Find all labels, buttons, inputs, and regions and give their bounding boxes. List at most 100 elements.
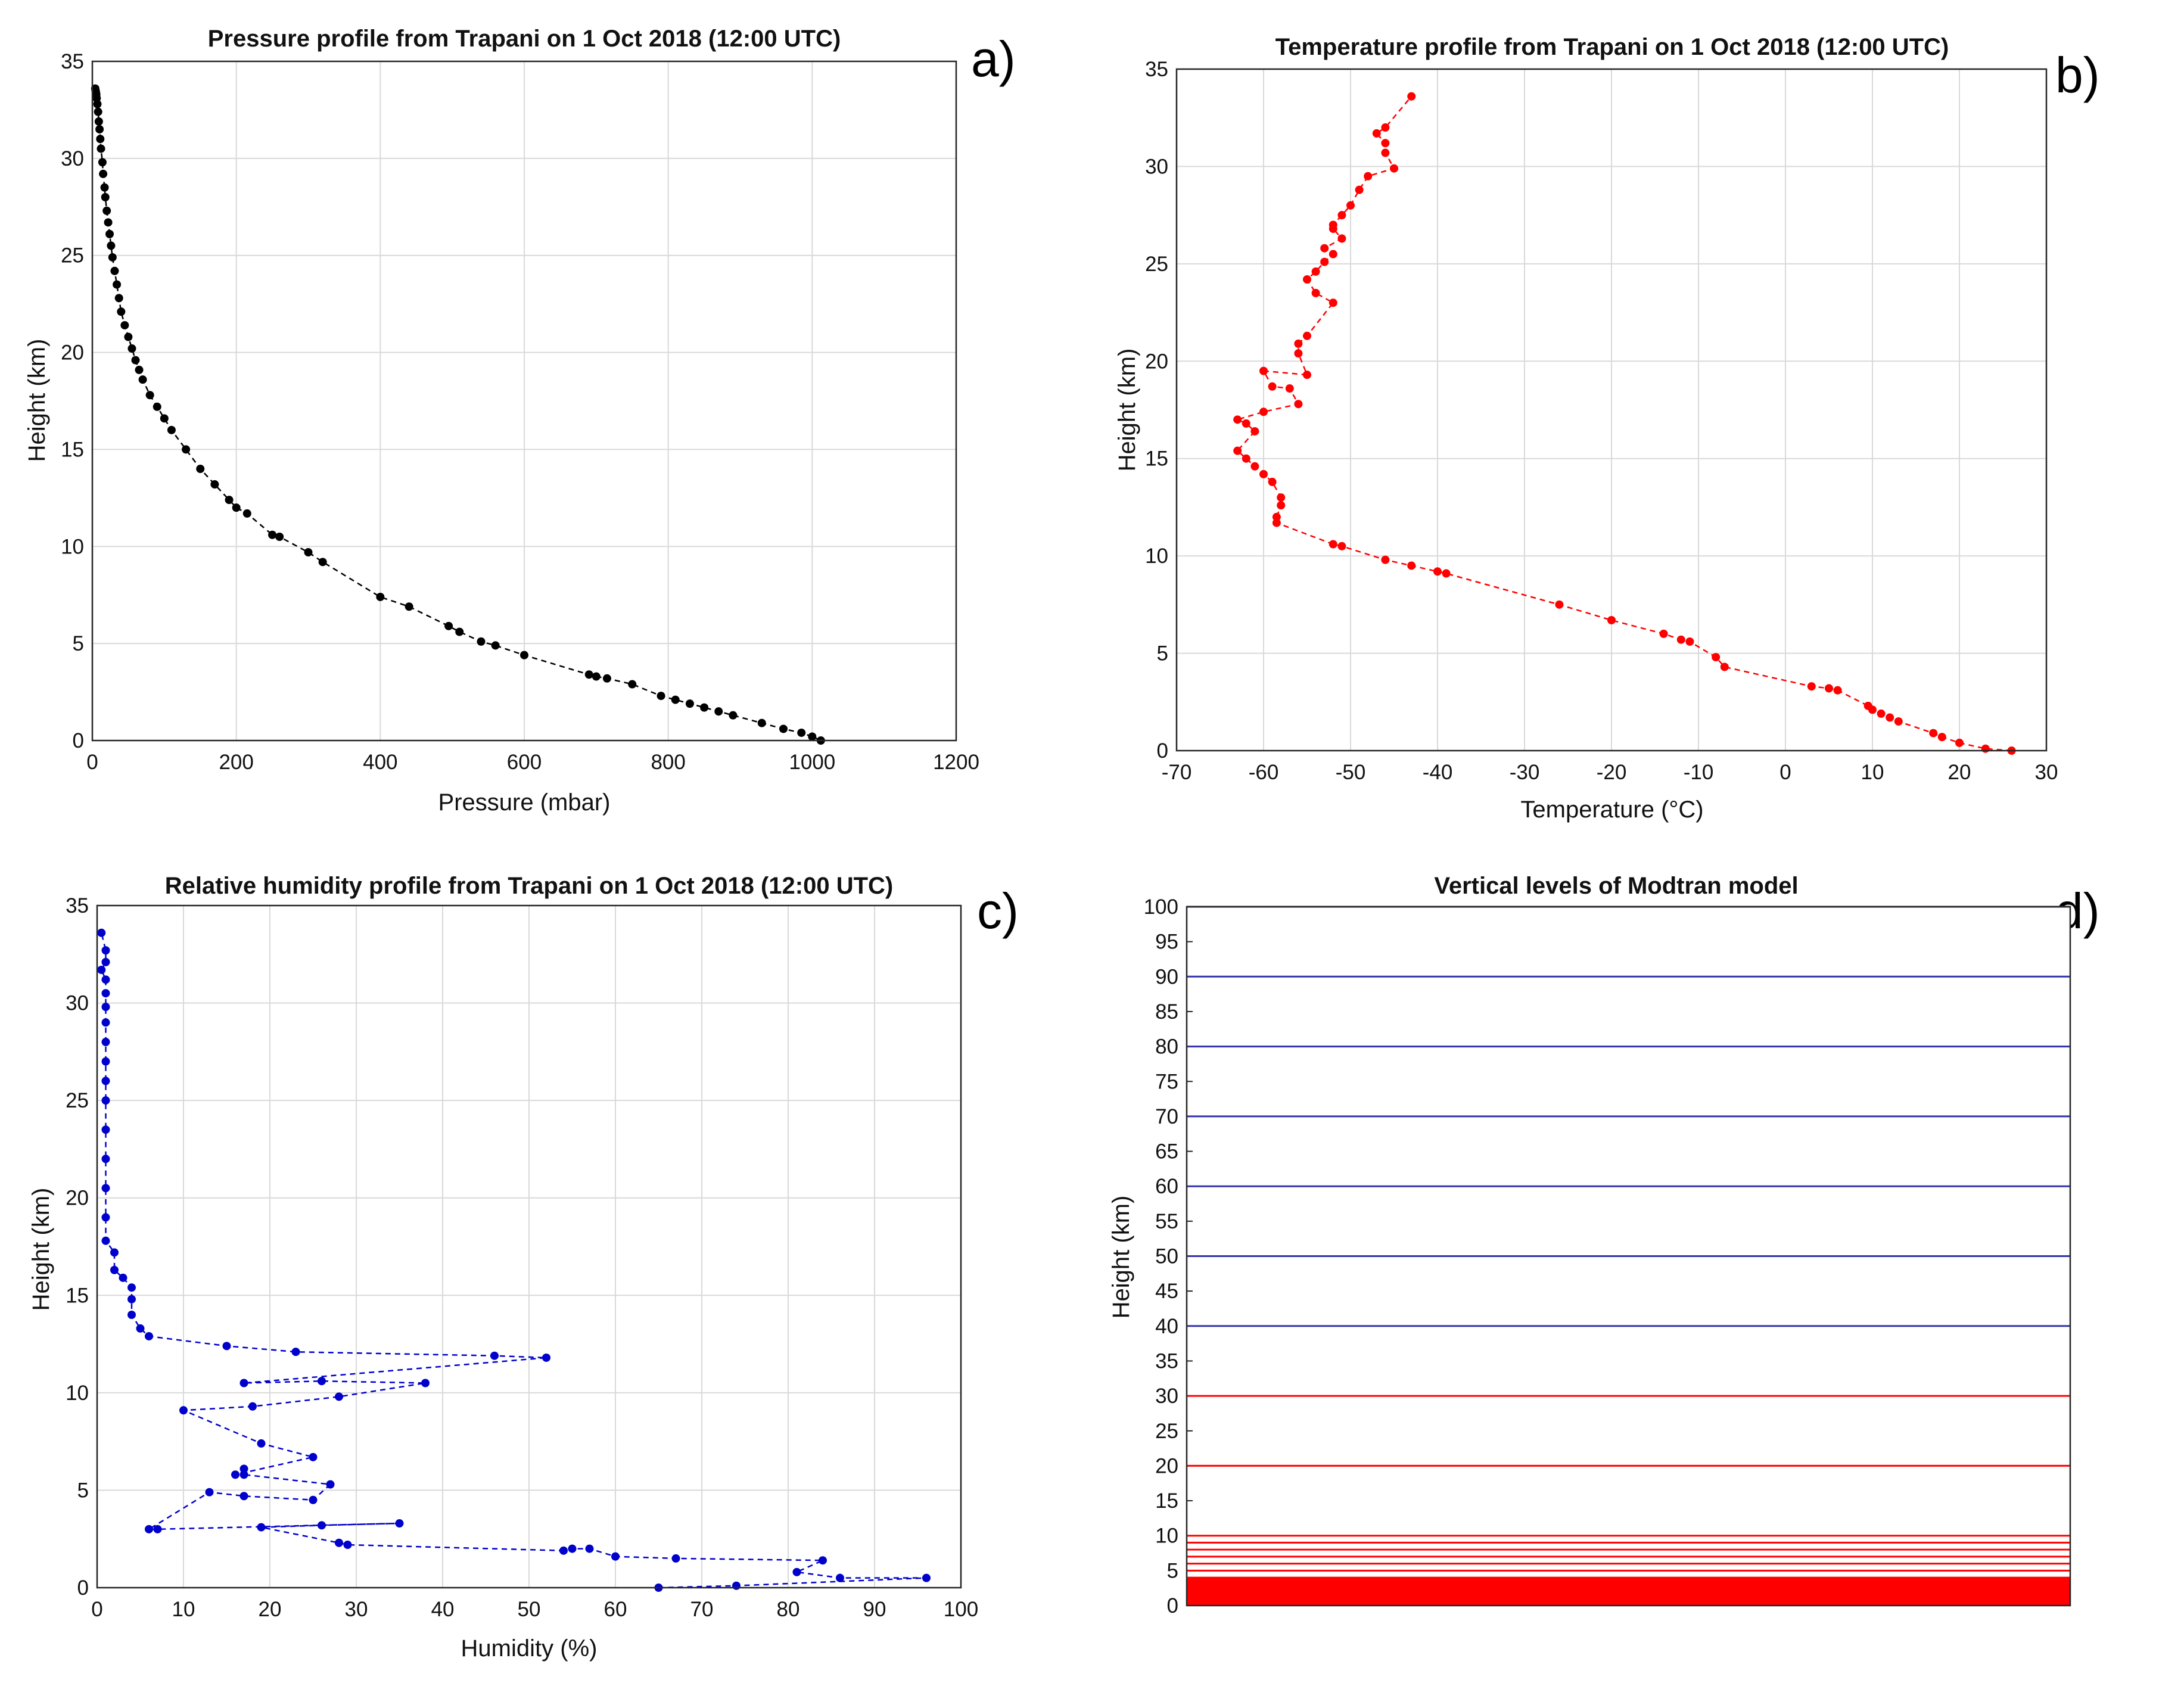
series-line <box>94 88 822 742</box>
y-tick-label: 0 <box>1167 1594 1178 1617</box>
panel-a: Pressure profile from Trapani on 1 Oct 2… <box>24 26 1016 816</box>
data-point <box>318 1521 326 1530</box>
data-point <box>309 1495 318 1504</box>
data-point <box>101 1184 110 1193</box>
data-point <box>318 1377 326 1386</box>
x-tick-label: 0 <box>86 751 98 774</box>
data-point <box>101 946 110 955</box>
y-tick-label: 50 <box>1155 1245 1178 1268</box>
x-tick-label: -50 <box>1336 761 1366 784</box>
data-point <box>732 1581 741 1590</box>
data-point <box>491 641 500 650</box>
y-tick-label: 20 <box>1155 1454 1178 1477</box>
y-tick-label: 35 <box>1155 1349 1178 1373</box>
data-point <box>1886 713 1894 722</box>
data-point <box>836 1573 844 1582</box>
data-point <box>421 1379 430 1388</box>
data-point <box>1294 339 1303 348</box>
data-point <box>101 1155 110 1164</box>
x-tick-label: 30 <box>2035 761 2058 784</box>
data-point <box>1242 454 1250 463</box>
data-point <box>1381 555 1390 564</box>
data-point <box>275 533 284 541</box>
data-point <box>1407 561 1416 570</box>
data-point <box>99 169 108 178</box>
x-tick-label: 90 <box>863 1598 886 1621</box>
data-point <box>1277 493 1286 502</box>
y-tick-label: 5 <box>77 1479 89 1502</box>
panel-d: Vertical levels of Modtran model d) 0510… <box>1108 873 2100 1617</box>
data-point <box>318 558 327 567</box>
data-point <box>97 928 106 937</box>
panel-a-xlabel: Pressure (mbar) <box>438 789 611 816</box>
data-point <box>1285 384 1294 393</box>
x-tick-label: 20 <box>259 1598 282 1621</box>
x-tick-label: 600 <box>507 751 542 774</box>
data-point <box>145 391 154 400</box>
y-tick-label: 40 <box>1155 1315 1178 1338</box>
data-point <box>584 670 593 679</box>
y-tick-label: 0 <box>73 729 84 752</box>
data-point <box>1825 684 1833 693</box>
data-point <box>1712 653 1721 662</box>
data-point <box>1259 407 1268 416</box>
data-point <box>135 365 144 374</box>
data-point <box>196 465 205 473</box>
y-tick-label: 10 <box>61 535 84 558</box>
data-point <box>1807 682 1816 691</box>
y-tick-label: 75 <box>1155 1070 1178 1093</box>
data-point <box>101 1057 110 1066</box>
y-tick-label: 25 <box>61 244 84 267</box>
y-tick-label: 35 <box>61 50 84 73</box>
x-tick-label: 60 <box>604 1598 627 1621</box>
data-point <box>808 732 817 741</box>
panel-a-label: a) <box>971 31 1016 87</box>
x-tick-label: 80 <box>777 1598 800 1621</box>
y-tick-label: 30 <box>61 147 84 170</box>
data-point <box>1272 518 1281 527</box>
data-point <box>101 1077 110 1085</box>
x-tick-label: -30 <box>1510 761 1540 784</box>
data-point <box>268 530 277 539</box>
data-point <box>304 548 313 557</box>
data-point <box>136 1324 145 1333</box>
data-point <box>343 1541 352 1550</box>
x-tick-label: 800 <box>651 751 685 774</box>
data-point <box>1355 185 1364 194</box>
series-line <box>100 932 927 1589</box>
x-tick-label: 20 <box>1948 761 1971 784</box>
data-point <box>1337 211 1346 220</box>
data-point <box>101 193 110 201</box>
data-point <box>96 135 105 144</box>
data-point <box>120 321 129 329</box>
data-point <box>231 1470 239 1479</box>
y-tick-label: 95 <box>1155 931 1178 954</box>
y-tick-label: 25 <box>66 1089 89 1112</box>
y-tick-label: 0 <box>1157 739 1168 763</box>
y-tick-label: 35 <box>1145 58 1168 81</box>
data-point <box>179 1406 188 1415</box>
data-point <box>1442 569 1451 578</box>
data-point <box>1833 686 1842 695</box>
panel-c: Relative humidity profile from Trapani o… <box>28 873 1019 1662</box>
panel-a-plot: 0 200 400 600 800 1000 1200 0 5 10 15 20 25 30 35 <box>61 50 979 774</box>
data-point <box>611 1552 620 1561</box>
data-point <box>1337 542 1346 550</box>
data-point <box>657 692 665 701</box>
data-point <box>1346 201 1355 210</box>
data-point <box>602 674 611 683</box>
y-tick-label: 0 <box>77 1576 89 1600</box>
panel-c-xlabel: Humidity (%) <box>461 1635 598 1662</box>
panel-a-ylabel: Height (km) <box>24 339 50 462</box>
data-point <box>101 1213 110 1222</box>
data-point <box>101 975 110 984</box>
data-point <box>110 266 119 275</box>
data-point <box>100 183 109 192</box>
data-point <box>729 711 738 720</box>
data-point <box>1268 382 1277 391</box>
data-point <box>685 699 694 708</box>
y-tick-label: 5 <box>1167 1559 1178 1582</box>
data-point <box>542 1353 550 1362</box>
data-point <box>559 1546 568 1555</box>
y-tick-label: 25 <box>1155 1420 1178 1443</box>
